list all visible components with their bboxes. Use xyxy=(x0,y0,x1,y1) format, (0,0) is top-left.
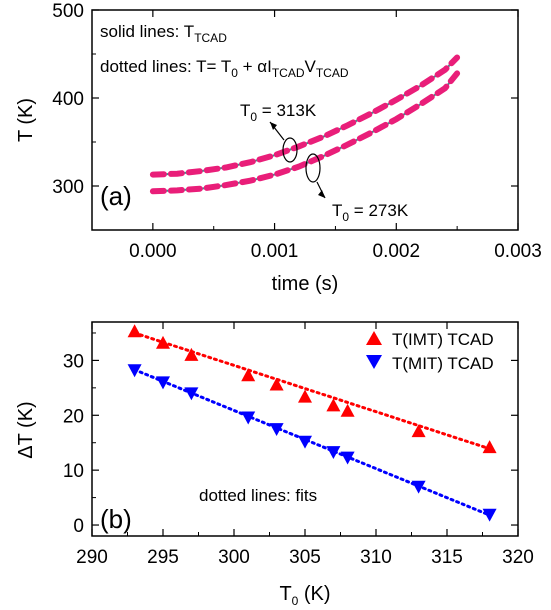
x-tick-label-b: 300 xyxy=(218,547,250,568)
marker-series-0 xyxy=(156,335,170,349)
marker-series-1 xyxy=(156,376,170,390)
legend-label-mit: T(MIT) TCAD xyxy=(392,354,494,373)
marker-series-1 xyxy=(482,508,497,522)
marker-series-0 xyxy=(127,324,142,338)
marker-series-1 xyxy=(269,423,284,436)
marker-series-1 xyxy=(411,480,426,494)
x-tick-label-b: 290 xyxy=(76,547,108,568)
data-markers-b xyxy=(127,324,497,522)
series-lines-a xyxy=(149,54,461,195)
annotation-fits: dotted lines: fits xyxy=(199,486,317,505)
y-tick-label-b: 30 xyxy=(63,351,84,372)
marker-series-1 xyxy=(326,446,341,459)
x-tick-label-b: 310 xyxy=(360,547,392,568)
x-tick-label-a: 0.001 xyxy=(251,241,299,262)
x-tick-label-b: 305 xyxy=(289,547,321,568)
panel-a: 0.000 0.001 0.002 0.003 300 400 500 time (s) T… xyxy=(15,1,542,295)
y-tick-label-a: 500 xyxy=(52,1,84,22)
x-tick-label-a: 0.003 xyxy=(494,241,542,262)
callout-arrowhead-313 xyxy=(270,122,277,130)
annotation-dotted-lines: dotted lines: T= T0 + αITCADVTCAD xyxy=(100,57,349,80)
marker-series-1 xyxy=(298,435,312,449)
y-tick-label-b: 10 xyxy=(63,461,84,482)
x-tick-label-b: 295 xyxy=(147,547,179,568)
marker-series-0 xyxy=(184,347,199,361)
y-tick-label-a: 400 xyxy=(52,89,84,110)
fit-line-series-1 xyxy=(133,368,492,517)
marker-series-0 xyxy=(411,424,426,438)
annotation-solid-lines: solid lines: TTCAD xyxy=(100,22,227,45)
annotation-t0-313: T0 = 313K xyxy=(240,101,317,124)
marker-series-0 xyxy=(269,377,284,391)
callout-arrowhead-273 xyxy=(318,190,325,198)
y-axis-label-b: ΔT (K) xyxy=(15,401,37,458)
legend-marker-mit xyxy=(366,355,382,369)
dotted-line-series-0 xyxy=(149,54,461,178)
fit-line-series-0 xyxy=(133,331,492,451)
marker-series-1 xyxy=(241,411,256,425)
y-tick-label-a: 300 xyxy=(52,177,84,198)
axis-ticks-a: 0.000 0.001 0.002 0.003 300 400 500 xyxy=(52,1,541,262)
y-tick-label-b: 0 xyxy=(73,516,84,537)
panel-b: 290 295 300 305 310 315 320 0 10 20 30 T0 (K) ΔT (… xyxy=(15,321,534,608)
marker-series-0 xyxy=(241,368,256,382)
panel-label-a: (a) xyxy=(100,181,132,211)
marker-series-1 xyxy=(127,364,142,378)
x-tick-label-a: 0.002 xyxy=(373,241,421,262)
x-axis-label-a: time (s) xyxy=(272,273,339,295)
legend-label-imt: T(IMT) TCAD xyxy=(392,330,494,349)
dotted-line-series-1 xyxy=(149,70,461,195)
y-tick-label-b: 20 xyxy=(63,406,84,427)
axis-ticks-b: 290 295 300 305 310 315 320 0 10 20 30 xyxy=(63,322,534,568)
marker-series-1 xyxy=(340,451,355,465)
panel-label-b: (b) xyxy=(100,504,132,534)
x-axis-label-b: T0 (K) xyxy=(279,583,330,608)
annotation-t0-273: T0 = 273K xyxy=(332,201,409,224)
marker-series-0 xyxy=(298,389,312,403)
x-tick-label-b: 315 xyxy=(431,547,463,568)
marker-series-0 xyxy=(326,398,341,412)
marker-series-0 xyxy=(340,403,355,417)
plot-frame-a xyxy=(91,9,519,231)
x-tick-label-b: 320 xyxy=(502,547,534,568)
marker-series-0 xyxy=(482,440,497,454)
x-tick-label-a: 0.000 xyxy=(129,241,177,262)
callout-ellipse-313 xyxy=(282,137,298,163)
marker-series-1 xyxy=(184,387,199,401)
legend-marker-imt xyxy=(366,331,382,345)
fit-lines-b xyxy=(133,331,492,517)
y-axis-label-a: T (K) xyxy=(15,98,37,142)
callout-ellipse-273 xyxy=(305,153,321,183)
